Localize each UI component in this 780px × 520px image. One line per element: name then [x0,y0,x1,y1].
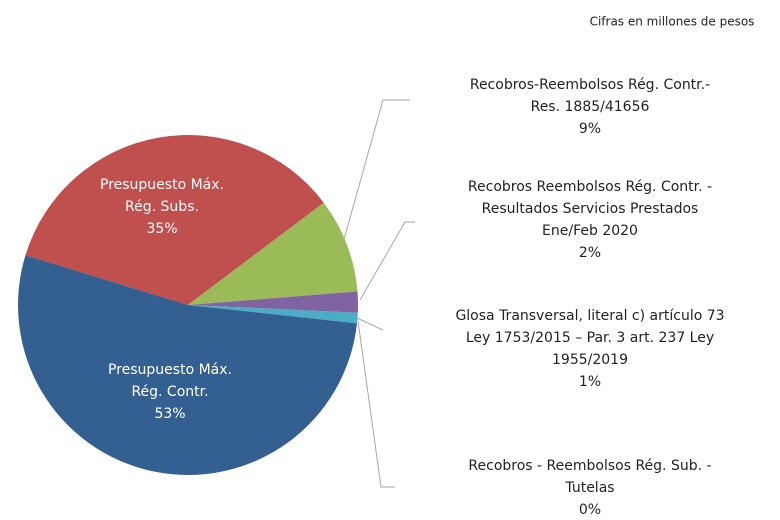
pie-slice [188,305,358,324]
value-label: 1% [579,374,601,390]
slice-label: Recobros-Reembolsos Rég. Contr.-Res. 188… [470,77,710,115]
slice-label: Presupuesto Máx. Rég. Subs. [100,177,224,215]
value-label: 2% [579,245,601,261]
slice-label: Presupuesto Máx. Rég. Contr. [108,362,232,400]
leader-line [357,320,395,488]
pie-slice [18,255,358,475]
leader-line [359,221,415,301]
value-label: 0% [579,502,601,518]
pie-slice [188,291,358,313]
leader-line [356,317,384,331]
slice-label: Glosa Transversal, literal c) artículo 7… [455,308,724,368]
value-label: 35% [146,221,177,237]
leader-line [342,99,410,244]
chart-subtitle: Cifras en millones de pesos [590,15,755,29]
pie-slice [25,135,324,305]
pie-slice [188,202,358,305]
slice-label: Recobros Reembolsos Rég. Contr. -Resulta… [468,179,712,239]
value-label: 9% [579,121,601,137]
value-label: 53% [154,406,185,422]
slice-label: Recobros - Reembolsos Rég. Sub. -Tutelas [468,458,711,496]
